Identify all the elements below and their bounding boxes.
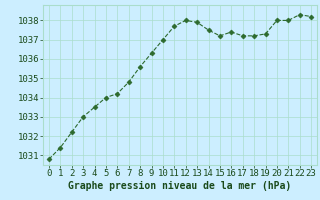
- X-axis label: Graphe pression niveau de la mer (hPa): Graphe pression niveau de la mer (hPa): [68, 181, 292, 191]
